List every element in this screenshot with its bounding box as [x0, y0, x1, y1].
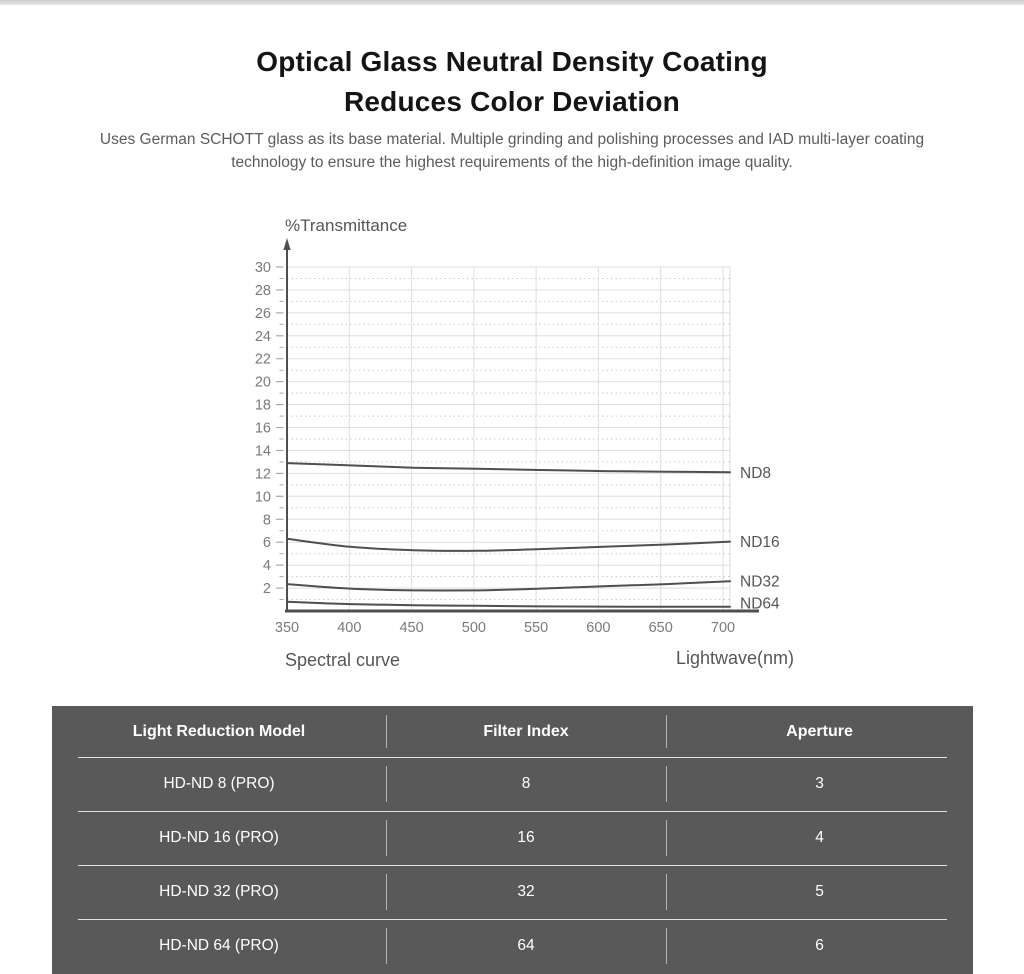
- chart-caption: Spectral curve: [285, 650, 400, 670]
- y-tick-label: 24: [255, 329, 271, 345]
- aperture-cell: 4: [815, 829, 824, 846]
- row-divider: [78, 865, 947, 866]
- y-tick-label: 2: [263, 581, 271, 597]
- filter-index-cell: 16: [517, 829, 535, 846]
- filter-index-cell: 64: [517, 937, 535, 954]
- y-tick-label: 18: [255, 398, 271, 414]
- x-tick-label: 500: [462, 620, 486, 636]
- table-header-row: Light Reduction Model Filter Index Apert…: [52, 706, 973, 757]
- row-divider: [78, 811, 947, 812]
- curve-label-nd64: ND64: [740, 596, 780, 613]
- curve-nd8: [286, 462, 731, 474]
- curve-nd64: [286, 600, 731, 608]
- model-cell: HD-ND 64 (PRO): [159, 937, 279, 954]
- y-tick-label: 26: [255, 306, 271, 322]
- y-tick-label: 6: [263, 535, 271, 551]
- curve-label-nd32: ND32: [740, 574, 780, 591]
- subtitle-line-1: Uses German SCHOTT glass as its base mat…: [99, 131, 925, 148]
- column-divider: [386, 766, 387, 802]
- y-tick-label: 30: [255, 260, 271, 276]
- row-divider: [78, 919, 947, 920]
- curve-nd32: [286, 580, 731, 592]
- row-divider: [78, 757, 947, 758]
- table-row: HD-ND 8 (PRO) 8 3: [52, 757, 973, 811]
- x-tick-label: 650: [649, 620, 673, 636]
- y-tick-label: 12: [255, 466, 271, 482]
- filter-index-cell: 8: [521, 775, 531, 792]
- model-cell: HD-ND 32 (PRO): [159, 883, 279, 900]
- column-header-model: Light Reduction Model: [132, 723, 306, 740]
- y-axis-arrow-icon: [283, 238, 291, 250]
- column-divider: [386, 715, 387, 748]
- table-row: HD-ND 32 (PRO) 32 5: [52, 865, 973, 919]
- table-row: HD-ND 64 (PRO) 64 6: [52, 919, 973, 973]
- column-header-filter-index: Filter Index: [483, 723, 569, 740]
- filter-index-cell: 32: [517, 883, 535, 900]
- title-line-1: Optical Glass Neutral Density Coating: [256, 46, 768, 77]
- aperture-cell: 3: [815, 775, 824, 792]
- y-tick-label: 8: [263, 512, 271, 528]
- y-tick-label: 16: [255, 421, 271, 437]
- column-header-aperture: Aperture: [786, 723, 853, 740]
- model-cell: HD-ND 16 (PRO): [159, 829, 279, 846]
- curve-nd16: [286, 537, 731, 552]
- y-tick-label: 4: [263, 558, 271, 574]
- page-title: Optical Glass Neutral Density Coating Re…: [0, 42, 1024, 122]
- curve-label-nd16: ND16: [740, 534, 780, 551]
- column-divider: [666, 874, 667, 910]
- table-row: HD-ND 16 (PRO) 16 4: [52, 811, 973, 865]
- x-tick-label: 600: [586, 620, 610, 636]
- x-tick-label: 350: [275, 620, 299, 636]
- column-divider: [666, 928, 667, 964]
- nd-filter-table: Light Reduction Model Filter Index Apert…: [52, 706, 973, 974]
- chart-title: %Transmittance: [285, 216, 407, 235]
- column-divider: [666, 820, 667, 856]
- x-axis-label: Lightwave(nm): [676, 648, 794, 668]
- column-divider: [666, 766, 667, 802]
- previous-section-edge: [0, 0, 1024, 5]
- model-cell: HD-ND 8 (PRO): [163, 775, 275, 792]
- x-tick-label: 400: [337, 620, 361, 636]
- x-tick-label: 450: [399, 620, 423, 636]
- section-subtitle: Uses German SCHOTT glass as its base mat…: [0, 129, 1024, 174]
- y-tick-label: 20: [255, 375, 271, 391]
- aperture-cell: 6: [815, 937, 824, 954]
- y-tick-label: 28: [255, 283, 271, 299]
- y-tick-label: 14: [255, 444, 271, 460]
- aperture-cell: 5: [815, 883, 824, 900]
- section-header: Optical Glass Neutral Density Coating Re…: [0, 42, 1024, 174]
- curve-label-nd8: ND8: [740, 465, 771, 482]
- y-tick-label: 22: [255, 352, 271, 368]
- x-tick-label: 550: [524, 620, 548, 636]
- subtitle-line-2: technology to ensure the highest require…: [231, 153, 793, 171]
- column-divider: [386, 820, 387, 856]
- column-divider: [666, 715, 667, 748]
- column-divider: [386, 874, 387, 910]
- column-divider: [386, 928, 387, 964]
- x-tick-label: 700: [711, 620, 735, 636]
- y-tick-label: 10: [255, 489, 271, 505]
- title-line-2: Reduces Color Deviation: [343, 86, 680, 117]
